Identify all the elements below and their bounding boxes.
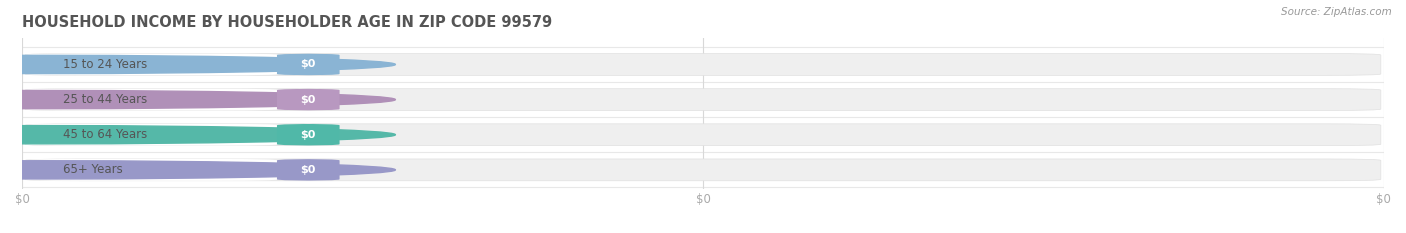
FancyBboxPatch shape (277, 54, 340, 75)
Text: $0: $0 (301, 130, 316, 140)
Text: HOUSEHOLD INCOME BY HOUSEHOLDER AGE IN ZIP CODE 99579: HOUSEHOLD INCOME BY HOUSEHOLDER AGE IN Z… (22, 15, 553, 30)
Text: 25 to 44 Years: 25 to 44 Years (63, 93, 148, 106)
Text: $0: $0 (301, 165, 316, 175)
Text: $0: $0 (301, 95, 316, 105)
FancyBboxPatch shape (277, 124, 340, 146)
FancyBboxPatch shape (25, 89, 277, 110)
FancyBboxPatch shape (25, 159, 277, 181)
FancyBboxPatch shape (25, 89, 1381, 110)
FancyBboxPatch shape (277, 89, 340, 110)
Circle shape (0, 90, 395, 109)
Text: Source: ZipAtlas.com: Source: ZipAtlas.com (1281, 7, 1392, 17)
Text: 65+ Years: 65+ Years (63, 163, 122, 176)
Text: 45 to 64 Years: 45 to 64 Years (63, 128, 148, 141)
Circle shape (0, 55, 395, 74)
Text: $0: $0 (301, 59, 316, 69)
FancyBboxPatch shape (25, 124, 1381, 146)
FancyBboxPatch shape (277, 159, 340, 181)
FancyBboxPatch shape (25, 54, 277, 75)
Circle shape (0, 126, 395, 144)
Circle shape (0, 161, 395, 179)
FancyBboxPatch shape (25, 159, 1381, 181)
Text: 15 to 24 Years: 15 to 24 Years (63, 58, 148, 71)
FancyBboxPatch shape (25, 54, 1381, 75)
FancyBboxPatch shape (25, 124, 277, 146)
